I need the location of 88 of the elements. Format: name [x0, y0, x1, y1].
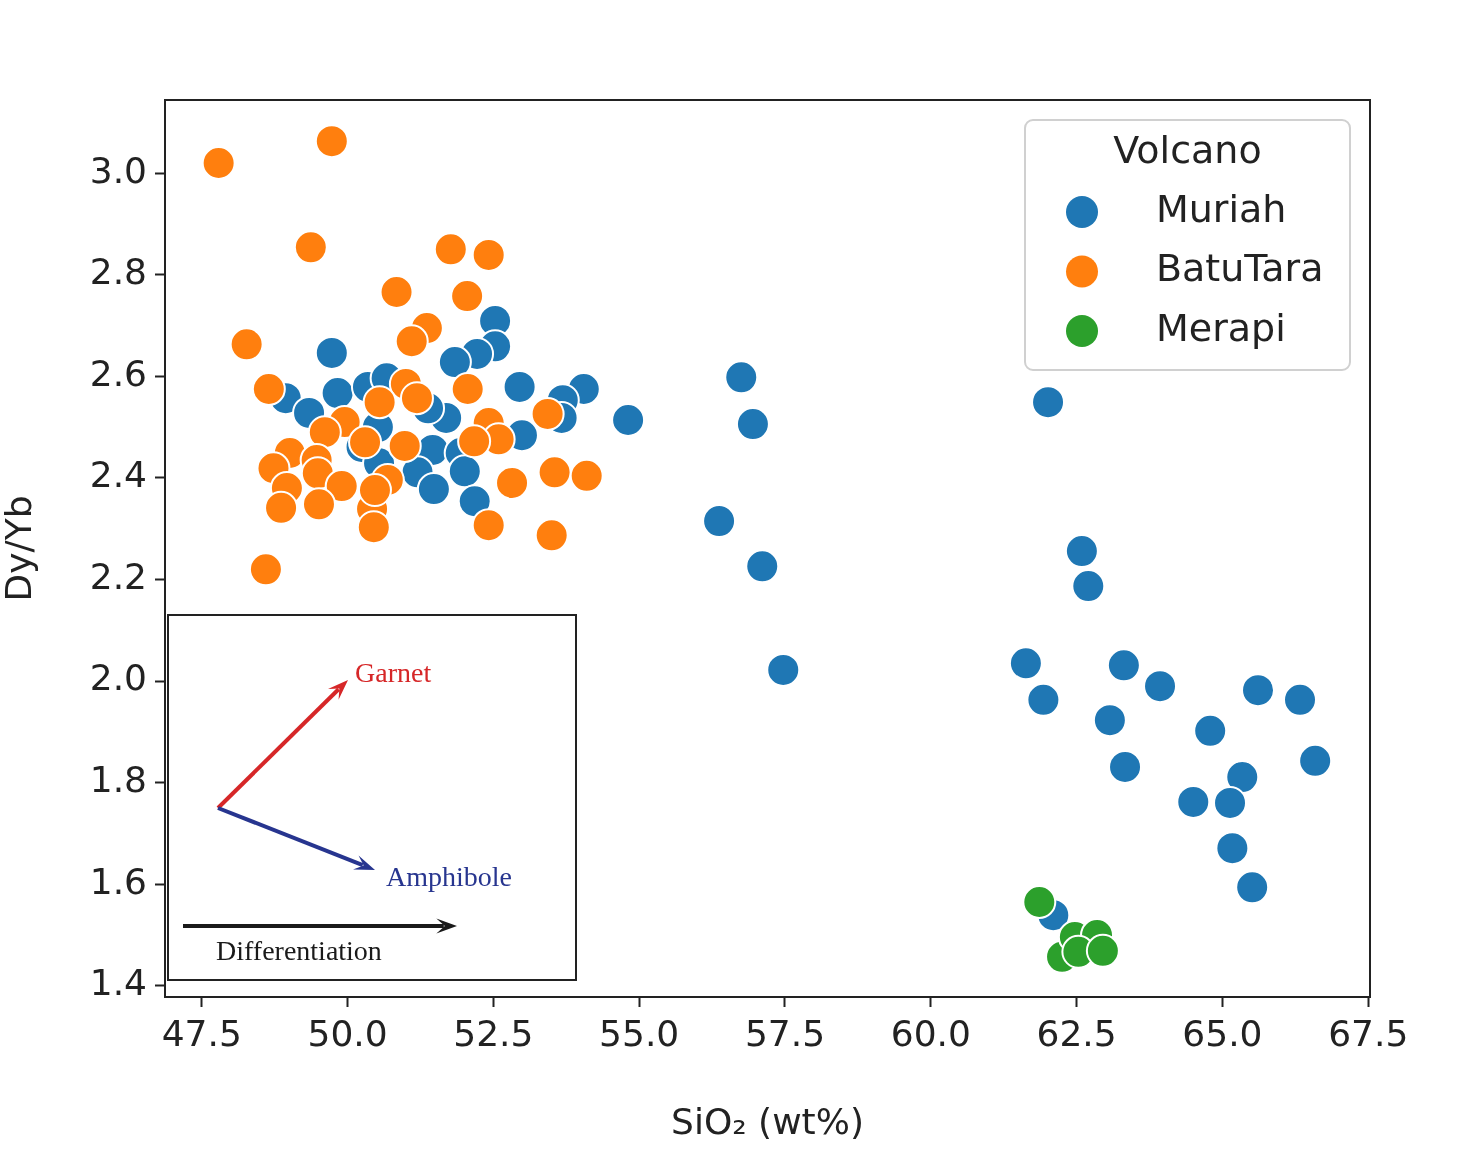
x-tick-label: 62.5 — [1036, 1012, 1117, 1054]
point — [1022, 885, 1057, 920]
point — [457, 424, 492, 459]
point — [362, 385, 397, 420]
y-tick-label: 2.6 — [89, 352, 147, 394]
point — [399, 381, 434, 416]
point — [537, 455, 572, 490]
point — [394, 324, 429, 359]
point — [264, 490, 299, 525]
x-tick-label: 55.0 — [599, 1012, 680, 1054]
annotation: Amphibole — [386, 861, 512, 892]
legend-label: BatuTara — [1156, 246, 1324, 291]
point — [534, 518, 569, 553]
point — [314, 124, 349, 159]
x-axis-title: SiO₂ (wt%) — [671, 1100, 864, 1142]
x-tick-label: 67.5 — [1328, 1012, 1409, 1054]
point — [229, 327, 264, 362]
point — [307, 415, 342, 450]
point — [416, 472, 451, 507]
point — [1031, 385, 1066, 420]
x-tick-label: 65.0 — [1182, 1012, 1263, 1054]
point — [471, 237, 506, 272]
point — [724, 360, 759, 395]
point — [357, 473, 392, 508]
point — [450, 372, 485, 407]
point — [433, 232, 468, 267]
point — [735, 407, 770, 442]
point — [324, 469, 359, 504]
point — [314, 335, 349, 370]
point — [1176, 784, 1211, 819]
point — [569, 458, 604, 493]
point — [1298, 743, 1333, 778]
point — [1026, 682, 1061, 717]
point — [320, 376, 355, 411]
point — [1193, 713, 1228, 748]
point — [1092, 703, 1127, 738]
x-tick-label: 60.0 — [890, 1012, 971, 1054]
point — [1071, 569, 1106, 604]
point — [356, 510, 391, 545]
point — [379, 275, 414, 309]
y-tick-label: 1.4 — [89, 962, 147, 1004]
y-tick-label: 2.4 — [89, 454, 147, 496]
y-axis-title: Dy/Yb — [0, 495, 39, 602]
y-tick-label: 2.8 — [89, 251, 147, 293]
point — [745, 549, 780, 584]
legend-title: Volcano — [1113, 127, 1262, 172]
point — [1064, 534, 1099, 569]
point — [293, 230, 328, 265]
point — [702, 504, 737, 539]
point — [1235, 870, 1270, 905]
annotation: Differentiation — [216, 935, 382, 966]
x-tick-label: 52.5 — [453, 1012, 534, 1054]
point — [301, 487, 336, 522]
point — [1085, 933, 1120, 968]
point — [1008, 646, 1043, 681]
y-tick-label: 3.0 — [89, 149, 147, 191]
point — [1241, 673, 1276, 708]
point — [1108, 749, 1143, 784]
point — [457, 484, 492, 519]
point — [766, 652, 801, 687]
point — [1143, 669, 1178, 704]
point — [251, 372, 286, 407]
y-tick-label: 2.2 — [89, 555, 147, 597]
point — [450, 279, 485, 314]
point — [502, 369, 537, 404]
y-tick-label: 1.8 — [89, 759, 147, 801]
legend-label: Merapi — [1156, 305, 1286, 350]
point — [201, 145, 236, 180]
point — [1225, 760, 1260, 795]
point — [471, 508, 506, 543]
point — [495, 465, 530, 500]
x-tick-label: 47.5 — [161, 1012, 242, 1054]
annotation: Garnet — [355, 657, 432, 688]
point — [437, 345, 472, 380]
y-tick-label: 1.6 — [89, 860, 147, 902]
point — [248, 552, 283, 587]
point — [1215, 831, 1250, 866]
y-tick-label: 2.0 — [89, 657, 147, 699]
point — [1283, 682, 1318, 717]
point — [1106, 648, 1141, 683]
legend-label: Muriah — [1156, 186, 1287, 231]
point — [1213, 785, 1248, 820]
point — [611, 402, 646, 437]
x-tick-label: 50.0 — [307, 1012, 388, 1054]
point — [387, 428, 422, 463]
x-tick-label: 57.5 — [744, 1012, 826, 1054]
point — [530, 396, 565, 431]
point — [447, 454, 482, 489]
